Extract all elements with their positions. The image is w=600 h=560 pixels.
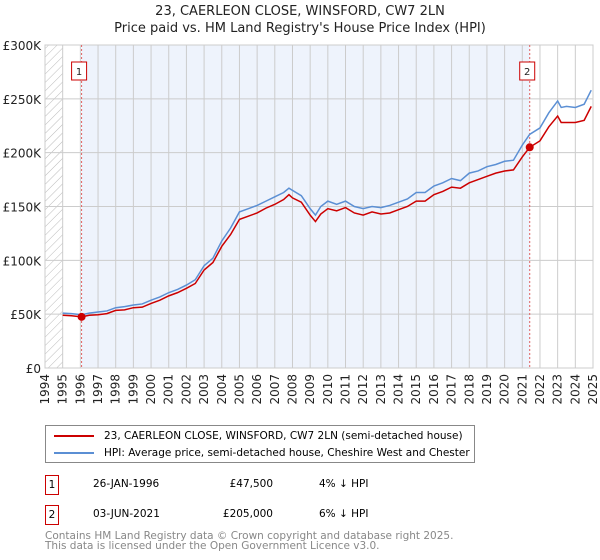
chart-subtitle: Price paid vs. HM Land Registry's House … — [114, 21, 486, 36]
x-tick-label: 2023 — [551, 374, 565, 405]
footer-line: Contains HM Land Registry data © Crown c… — [45, 530, 454, 542]
x-tick-label: 1994 — [38, 374, 52, 405]
legend: 23, CAERLEON CLOSE, WINSFORD, CW7 2LN (s… — [45, 425, 475, 463]
x-tick-label: 1999 — [126, 374, 140, 405]
x-tick-label: 2014 — [392, 374, 406, 405]
x-tick-label: 2025 — [586, 374, 600, 405]
x-tick-label: 2004 — [215, 374, 229, 405]
x-tick-label: 2015 — [409, 374, 423, 405]
x-tick-label: 2003 — [197, 374, 211, 405]
x-tick-label: 2002 — [179, 374, 193, 405]
y-tick-label: £250K — [3, 93, 43, 107]
x-tick-label: 2007 — [268, 374, 282, 405]
sale-marker-box — [71, 61, 88, 81]
sale-date: 26-JAN-1996 — [93, 478, 160, 490]
sale-marker-box — [519, 61, 536, 81]
blue-line-icon — [54, 452, 94, 454]
y-tick-label: £150K — [3, 201, 43, 215]
sale-point — [525, 143, 534, 152]
x-tick-label: 2017 — [445, 374, 459, 405]
sale-price: £205,000 — [222, 508, 273, 520]
price-paid-line — [62, 106, 592, 318]
legend-label: HPI: Average price, semi-detached house,… — [104, 447, 470, 459]
x-tick-label: 2012 — [356, 374, 370, 405]
plot-border — [44, 44, 594, 369]
sale-marker-label: 2 — [524, 67, 530, 78]
x-tick-label: 2022 — [533, 374, 547, 405]
legend-item-property: 23, CAERLEON CLOSE, WINSFORD, CW7 2LN (s… — [54, 428, 463, 444]
x-tick-label: 2024 — [568, 374, 582, 405]
x-tick-label: 1997 — [91, 374, 105, 405]
x-tick-label: 2020 — [498, 374, 512, 405]
x-tick-label: 1996 — [73, 374, 87, 405]
x-tick-label: 1995 — [56, 374, 70, 405]
hpi-line — [62, 89, 592, 316]
sale-marker-badge: 1 — [45, 475, 59, 495]
sale-marker-label: 1 — [76, 67, 82, 78]
sale-hpi-diff: 4% ↓ HPI — [319, 478, 369, 490]
x-tick-label: 2013 — [374, 374, 388, 405]
sale-row: 2 03-JUN-2021 £205,000 6% ↓ HPI — [45, 505, 485, 525]
sale-price: £47,500 — [229, 478, 273, 490]
y-tick-label: £100K — [3, 254, 43, 268]
legend-label: 23, CAERLEON CLOSE, WINSFORD, CW7 2LN (s… — [104, 430, 463, 442]
x-tick-label: 2001 — [162, 374, 176, 405]
x-tick-label: 2009 — [303, 374, 317, 405]
y-tick-label: £300K — [3, 39, 43, 53]
x-tick-label: 2006 — [250, 374, 264, 405]
x-tick-label: 2011 — [339, 374, 353, 405]
sale-date: 03-JUN-2021 — [93, 508, 160, 520]
legend-item-hpi: HPI: Average price, semi-detached house,… — [54, 445, 470, 461]
x-tick-label: 2016 — [427, 374, 441, 405]
x-tick-label: 2010 — [321, 374, 335, 405]
x-tick-label: 2000 — [144, 374, 158, 405]
red-line-icon — [54, 435, 94, 437]
x-tick-label: 2005 — [232, 374, 246, 405]
chart-title: 23, CAERLEON CLOSE, WINSFORD, CW7 2LN — [155, 4, 445, 19]
sale-hpi-diff: 6% ↓ HPI — [319, 508, 369, 520]
y-tick-label: £200K — [3, 147, 43, 161]
x-tick-label: 2019 — [480, 374, 494, 405]
y-tick-label: £0 — [26, 362, 41, 376]
x-tick-label: 2008 — [285, 374, 299, 405]
sale-row: 1 26-JAN-1996 £47,500 4% ↓ HPI — [45, 475, 485, 495]
y-tick-label: £50K — [10, 308, 42, 322]
sale-marker-badge: 2 — [45, 505, 59, 525]
footer: Contains HM Land Registry data © Crown c… — [45, 530, 454, 552]
x-tick-label: 2018 — [462, 374, 476, 405]
x-tick-label: 1998 — [109, 374, 123, 405]
footer-line: This data is licensed under the Open Gov… — [45, 540, 380, 552]
sale-point — [77, 312, 86, 321]
x-tick-label: 2021 — [515, 374, 529, 405]
